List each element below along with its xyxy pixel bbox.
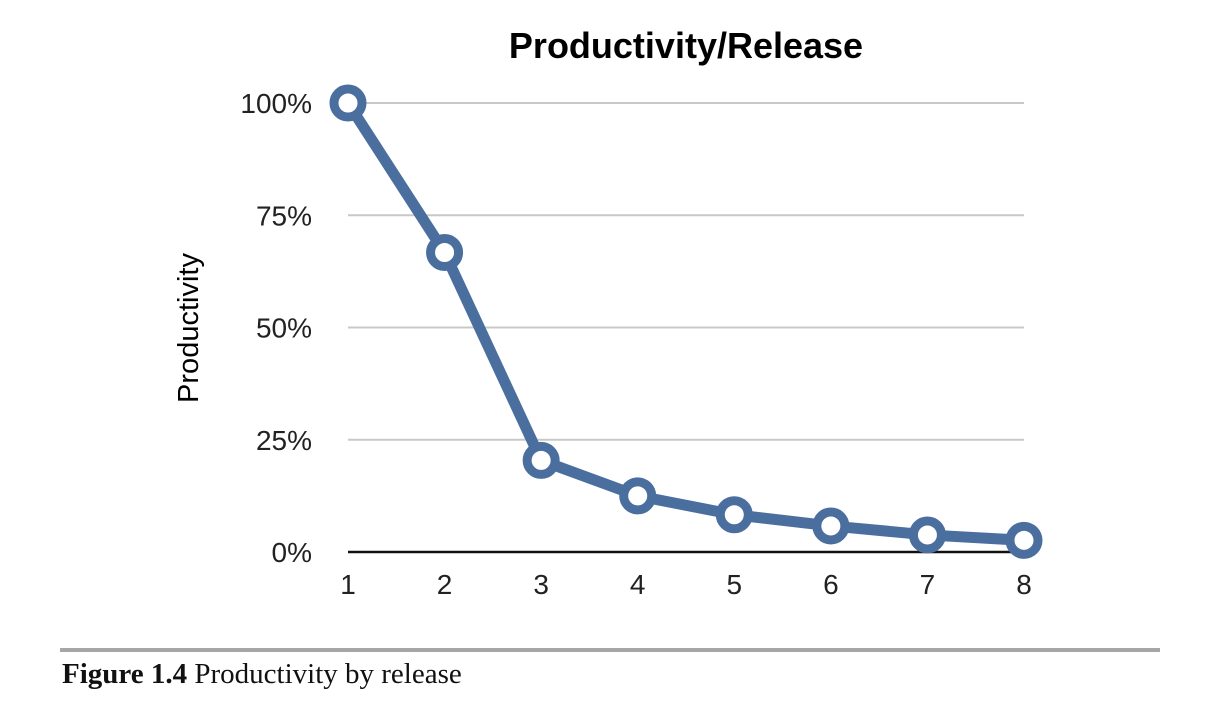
- data-point: [329, 84, 367, 122]
- data-point: [522, 441, 560, 479]
- x-tick-label: 7: [920, 569, 936, 600]
- caption-divider: [60, 648, 1160, 652]
- x-tick-label: 5: [726, 569, 742, 600]
- x-tick-labels: 1 2 3 4 5 6 7 8: [340, 569, 1032, 600]
- y-tick-label: 50%: [256, 313, 312, 344]
- series-line: [342, 97, 1030, 546]
- data-point: [908, 516, 946, 554]
- y-axis-label: Productivity: [173, 253, 205, 403]
- data-point: [812, 507, 850, 545]
- y-tick-label: 0%: [272, 537, 312, 568]
- series-layer: [329, 84, 1043, 559]
- grid-lines: [348, 102, 1024, 554]
- y-tick-label: 75%: [256, 200, 312, 231]
- y-tick-label: 25%: [256, 425, 312, 456]
- chart-title: Productivity/Release: [509, 25, 863, 66]
- y-tick-label: 100%: [240, 88, 312, 119]
- x-tick-label: 6: [823, 569, 839, 600]
- figure-caption: Figure 1.4 Productivity by release: [62, 658, 462, 691]
- data-point: [1005, 521, 1043, 559]
- x-tick-label: 3: [533, 569, 549, 600]
- x-tick-label: 4: [630, 569, 646, 600]
- x-tick-label: 8: [1016, 569, 1032, 600]
- x-tick-label: 1: [340, 569, 356, 600]
- data-point: [426, 234, 464, 272]
- y-tick-labels: 0% 25% 50% 75% 100%: [240, 88, 312, 568]
- figure-number: Figure 1.4: [62, 658, 188, 690]
- line-chart: Productivity/Release Productivity 0% 25% 5…: [173, 25, 1043, 600]
- caption-text: Productivity by release: [194, 658, 462, 690]
- x-tick-label: 2: [437, 569, 453, 600]
- data-point: [619, 477, 657, 515]
- data-point: [715, 496, 753, 534]
